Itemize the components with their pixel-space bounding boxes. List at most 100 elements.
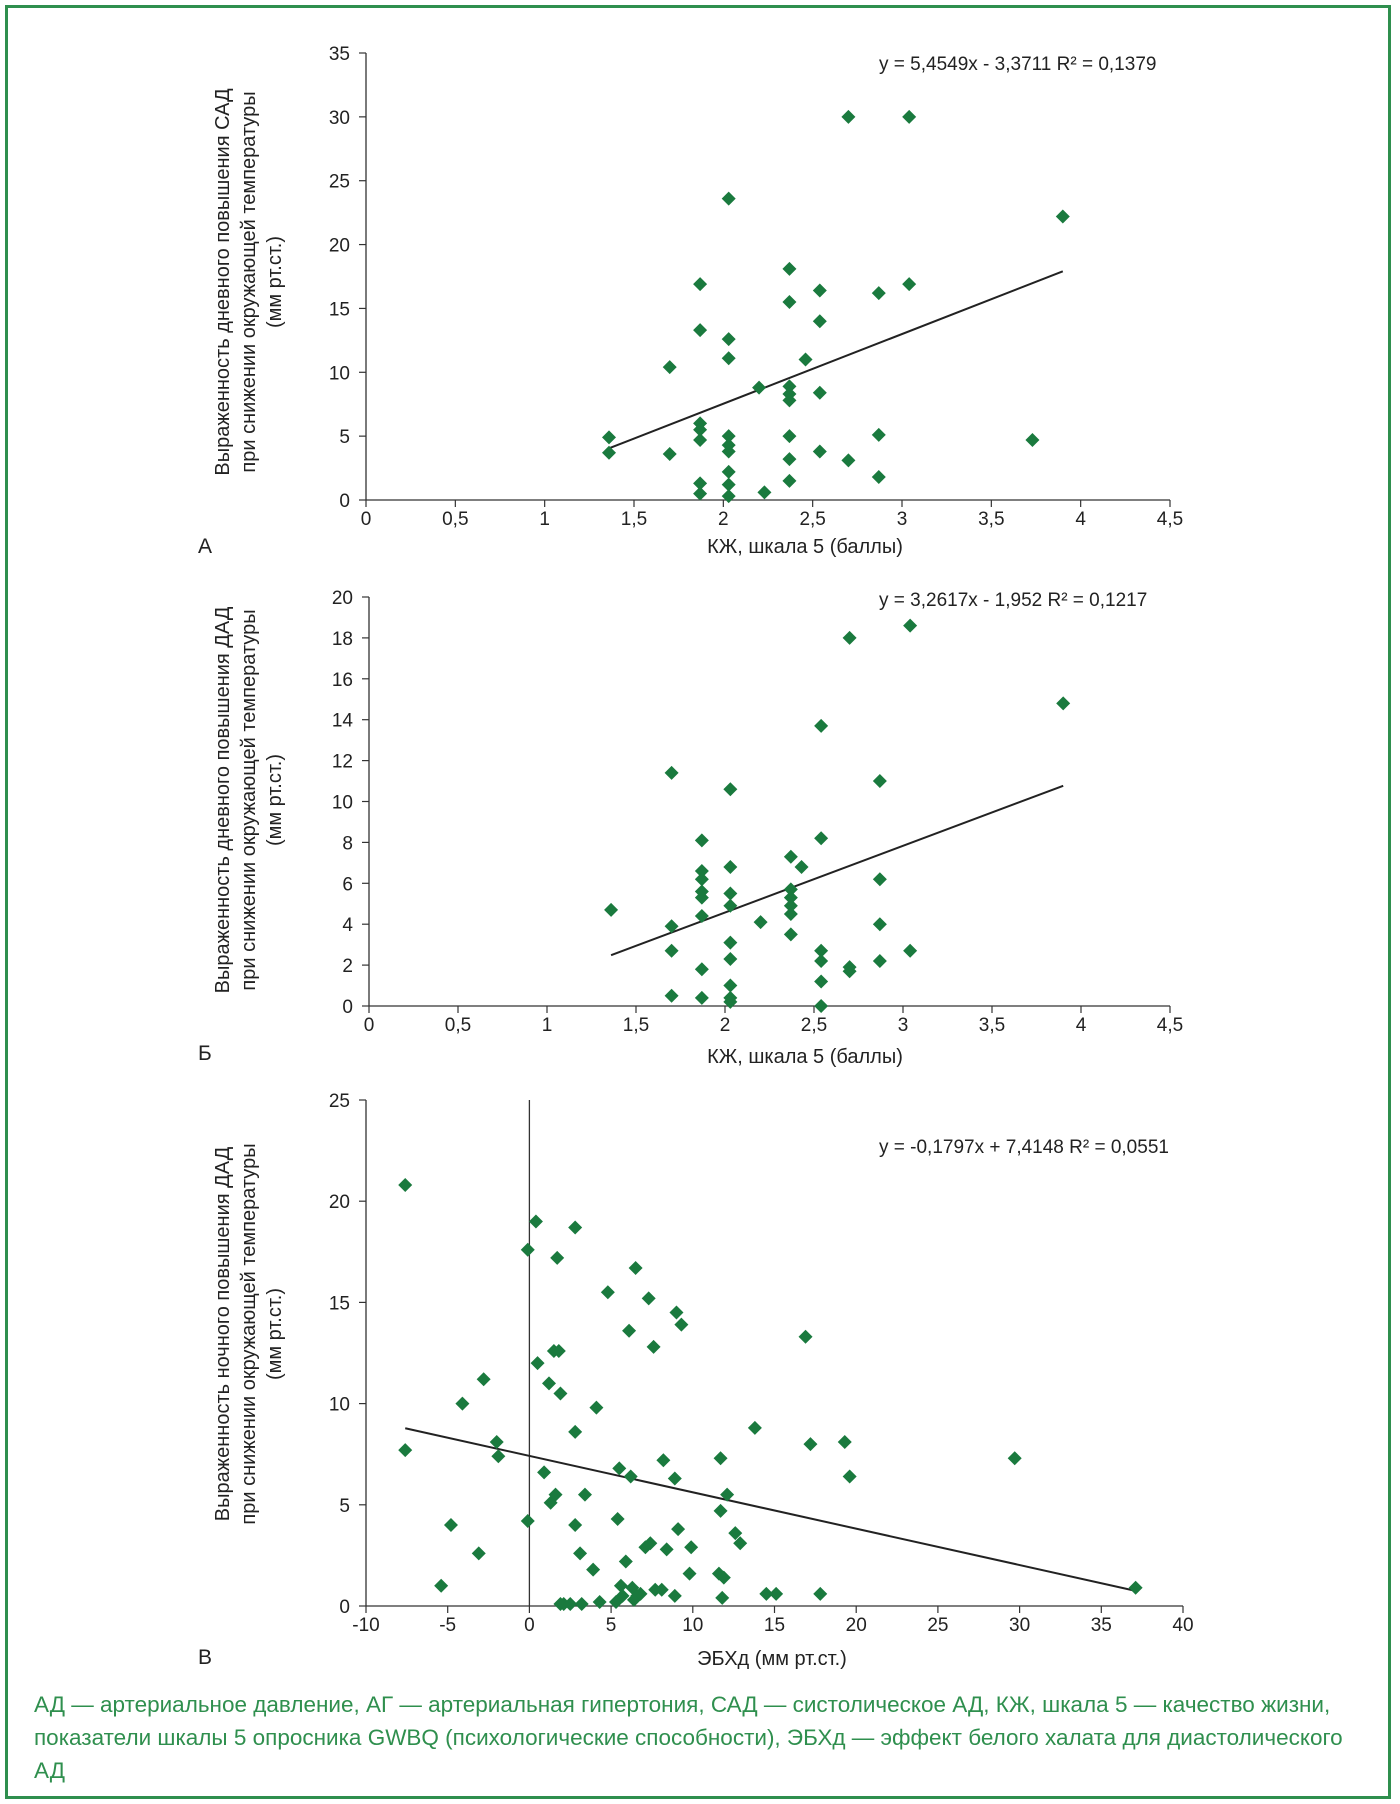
panel-label: В	[198, 1646, 212, 1669]
data-point	[747, 1420, 762, 1435]
data-point	[530, 1356, 545, 1371]
data-point	[489, 1435, 504, 1450]
y-tick-label: 2	[342, 956, 353, 977]
data-point	[723, 898, 738, 913]
data-point	[783, 927, 798, 942]
y-tick-label: 30	[329, 108, 350, 129]
data-point	[752, 380, 767, 395]
x-tick-label: -5	[439, 1615, 456, 1636]
data-point	[814, 943, 829, 958]
x-tick-label: 2	[720, 1015, 731, 1036]
data-point	[682, 1566, 697, 1581]
data-point	[694, 872, 709, 887]
y-tick-label: 6	[342, 874, 353, 895]
data-point	[798, 1329, 813, 1344]
data-point	[613, 1578, 628, 1593]
x-tick-label: 35	[1091, 1615, 1112, 1636]
data-point	[902, 277, 917, 292]
data-point	[723, 886, 738, 901]
y-axis-title-line-2: при снижении окружающей температуры	[238, 609, 260, 990]
y-axis-title-line-3: (мм рт.ст.)	[264, 754, 286, 846]
data-point	[693, 323, 708, 338]
data-point	[553, 1386, 568, 1401]
data-point	[667, 1471, 682, 1486]
data-point	[398, 1443, 413, 1458]
x-tick-label: 5	[606, 1615, 617, 1636]
chart-panel-b: Б y = 3,2617x - 1,952 R² = 0,1217 КЖ, шк…	[198, 588, 1183, 1068]
data-point	[841, 109, 856, 124]
x-tick-label: 0,5	[442, 509, 468, 530]
data-point	[568, 1220, 583, 1235]
data-point	[694, 864, 709, 879]
data-point	[622, 1323, 637, 1338]
data-point	[542, 1376, 557, 1391]
data-point	[723, 978, 738, 993]
data-point	[664, 919, 679, 934]
data-point	[872, 872, 887, 887]
y-tick-label: 35	[329, 44, 350, 65]
y-tick-label: 16	[332, 670, 353, 691]
x-tick-label: 25	[927, 1615, 948, 1636]
data-point	[434, 1578, 449, 1593]
data-point	[812, 283, 827, 298]
y-axis-title: Выраженность ночного повышения ДАД при с…	[212, 1143, 286, 1524]
data-point	[723, 859, 738, 874]
x-tick-label: 2,5	[799, 509, 825, 530]
data-point	[782, 393, 797, 408]
y-axis-title-line-2: при снижении окружающей температуры	[238, 1143, 260, 1524]
y-tick-label: 0	[339, 1597, 350, 1618]
data-point	[782, 295, 797, 310]
data-point	[1055, 209, 1070, 224]
data-point	[837, 1435, 852, 1450]
data-point	[601, 430, 616, 445]
data-point	[814, 974, 829, 989]
x-tick-label: 4,5	[1157, 1015, 1183, 1036]
data-point	[684, 1540, 699, 1555]
y-tick-label: 0	[339, 491, 350, 512]
y-tick-label: 15	[329, 1293, 350, 1314]
y-tick-label: 8	[342, 833, 353, 854]
data-point	[491, 1449, 506, 1464]
data-point	[842, 630, 857, 645]
data-point	[551, 1343, 566, 1358]
data-point	[721, 429, 736, 444]
data-point	[641, 1291, 656, 1306]
data-point	[803, 1437, 818, 1452]
data-point	[618, 1554, 633, 1569]
y-tick-label: 10	[329, 363, 350, 384]
data-point	[782, 452, 797, 467]
data-point	[528, 1214, 543, 1229]
data-point	[728, 1526, 743, 1541]
data-point	[782, 261, 797, 276]
data-point	[716, 1570, 731, 1585]
data-point	[721, 477, 736, 492]
data-point	[871, 286, 886, 301]
data-point	[664, 765, 679, 780]
data-point	[669, 1305, 684, 1320]
x-tick-label: 0	[364, 1015, 375, 1036]
x-tick-label: 40	[1172, 1615, 1193, 1636]
data-point	[604, 902, 619, 917]
chart-panel-c: В y = -0,1797x + 7,4148 R² = 0,0551 ЭБХд…	[198, 1091, 1194, 1670]
data-point	[812, 444, 827, 459]
data-point	[612, 1461, 627, 1476]
data-point	[664, 988, 679, 1003]
data-point	[694, 909, 709, 924]
data-point	[577, 1487, 592, 1502]
data-point	[872, 774, 887, 789]
trend-line	[608, 270, 1064, 450]
data-point	[646, 1339, 661, 1354]
data-point	[693, 432, 708, 447]
data-point	[842, 964, 857, 979]
x-tick-label: 10	[682, 1615, 703, 1636]
y-axis-title: Выраженность дневного повышения ДАД при …	[212, 606, 286, 993]
data-point	[721, 351, 736, 366]
x-tick-label: 3,5	[979, 1015, 1005, 1036]
data-point	[694, 890, 709, 905]
x-tick-label: 1	[542, 1015, 553, 1036]
y-tick-label: 20	[332, 588, 353, 609]
data-point	[667, 1588, 682, 1603]
data-point	[812, 385, 827, 400]
x-tick-label: 30	[1009, 1615, 1030, 1636]
data-point	[628, 1260, 643, 1275]
